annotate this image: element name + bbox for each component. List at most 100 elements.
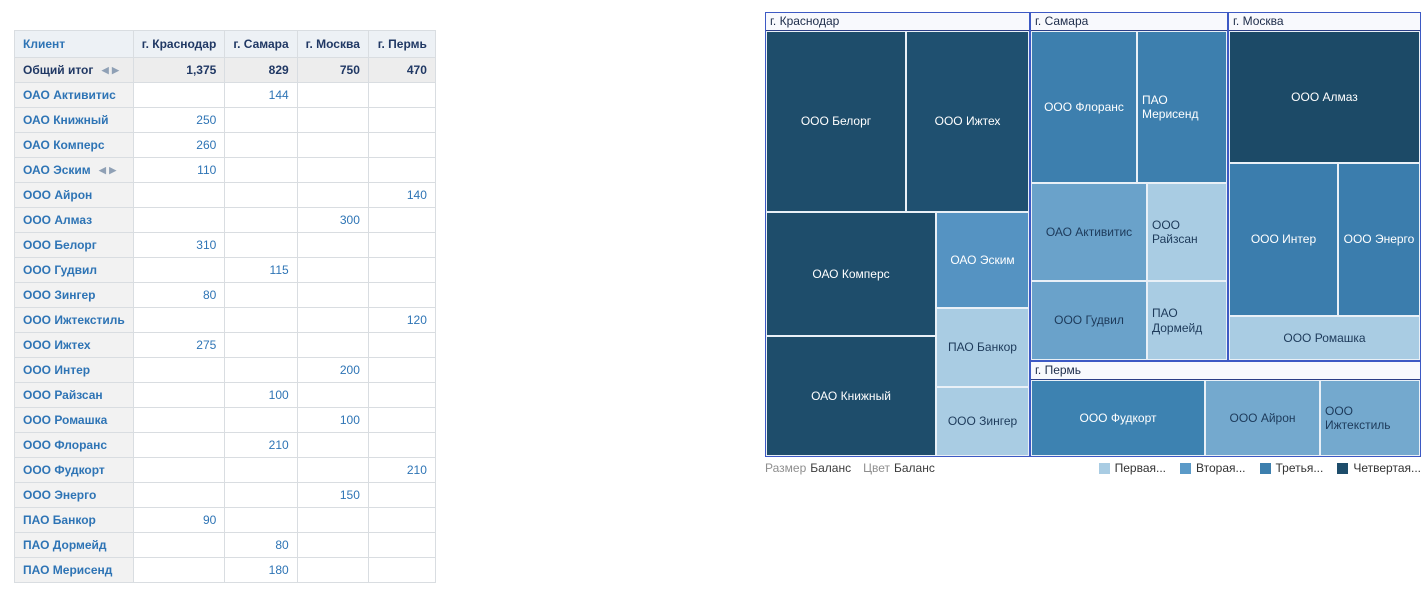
client-name-cell[interactable]: ПАО Банкор ◀ ▶ (14, 507, 134, 533)
value-cell[interactable] (367, 482, 436, 508)
treemap-tile[interactable]: ООО Ромашка (1229, 316, 1420, 360)
value-cell[interactable]: 260 (132, 132, 226, 158)
value-cell[interactable]: 80 (224, 532, 298, 558)
client-name-cell[interactable]: ОАО Эским ◀ ▶ (14, 157, 134, 183)
client-name-cell[interactable]: ОАО Комперс ◀ ▶ (14, 132, 134, 158)
treemap-tile[interactable]: ООО Белорг (766, 31, 906, 212)
treemap-tile[interactable]: ООО Интер (1229, 163, 1338, 316)
value-cell[interactable]: 120 (367, 307, 436, 333)
value-cell[interactable] (367, 107, 436, 133)
value-cell[interactable] (296, 432, 369, 458)
value-cell[interactable] (367, 332, 436, 358)
client-name-cell[interactable]: ООО Флоранс ◀ ▶ (14, 432, 134, 458)
value-cell[interactable] (132, 257, 226, 283)
value-cell[interactable] (224, 207, 298, 233)
column-header-moskva[interactable]: г. Москва (296, 30, 369, 58)
total-value[interactable]: 829 (224, 57, 298, 83)
treemap-tile[interactable]: ООО Ижтекстиль (1320, 380, 1420, 456)
treemap-tile[interactable]: ООО Ижтех (906, 31, 1029, 212)
value-cell[interactable] (367, 82, 436, 108)
treemap-tile[interactable]: ООО Айрон (1205, 380, 1320, 456)
value-cell[interactable] (132, 307, 226, 333)
client-name-cell[interactable]: ООО Ижтекстиль ◀ ▶ (14, 307, 134, 333)
value-cell[interactable] (367, 357, 436, 383)
page-next-icon[interactable]: ▶ (109, 165, 117, 175)
value-cell[interactable] (132, 207, 226, 233)
client-name-cell[interactable]: ОАО Активитис ◀ ▶ (14, 82, 134, 108)
treemap-tile[interactable]: ПАО Мерисенд (1137, 31, 1227, 183)
value-cell[interactable] (224, 357, 298, 383)
region-title[interactable]: г. Москва (1229, 13, 1420, 31)
value-cell[interactable] (224, 132, 298, 158)
value-cell[interactable]: 300 (296, 207, 369, 233)
column-header-krasnodar[interactable]: г. Краснодар (132, 30, 226, 58)
value-cell[interactable] (296, 282, 369, 308)
column-header-perm[interactable]: г. Пермь (367, 30, 436, 58)
value-cell[interactable]: 250 (132, 107, 226, 133)
treemap-tile[interactable]: ООО Флоранс (1031, 31, 1137, 183)
value-cell[interactable]: 144 (224, 82, 298, 108)
treemap-tile[interactable]: ООО Фудкорт (1031, 380, 1205, 456)
value-cell[interactable] (132, 532, 226, 558)
treemap-tile[interactable]: ООО Гудвил (1031, 281, 1147, 360)
value-cell[interactable] (296, 557, 369, 583)
value-cell[interactable] (296, 82, 369, 108)
value-cell[interactable]: 100 (296, 407, 369, 433)
value-cell[interactable] (224, 107, 298, 133)
value-cell[interactable] (132, 557, 226, 583)
value-cell[interactable] (296, 532, 369, 558)
value-cell[interactable] (224, 507, 298, 533)
treemap-tile[interactable]: ООО Энерго (1338, 163, 1420, 316)
treemap-tile[interactable]: ОАО Комперс (766, 212, 936, 336)
page-prev-icon[interactable]: ◀ (101, 65, 109, 75)
value-cell[interactable] (224, 482, 298, 508)
value-cell[interactable] (296, 307, 369, 333)
value-cell[interactable] (296, 382, 369, 408)
value-cell[interactable]: 110 (132, 157, 226, 183)
value-cell[interactable] (367, 232, 436, 258)
treemap-tile[interactable]: ОАО Книжный (766, 336, 936, 456)
column-header-client[interactable]: Клиент (14, 30, 134, 58)
value-cell[interactable] (296, 132, 369, 158)
total-value[interactable]: 750 (296, 57, 369, 83)
treemap-tile[interactable]: ОАО Эским (936, 212, 1029, 308)
value-cell[interactable] (296, 157, 369, 183)
value-cell[interactable] (132, 407, 226, 433)
value-cell[interactable] (367, 207, 436, 233)
total-value[interactable]: 470 (367, 57, 436, 83)
value-cell[interactable] (132, 482, 226, 508)
total-value[interactable]: 1,375 (132, 57, 226, 83)
region-title[interactable]: г. Пермь (1031, 362, 1420, 380)
value-cell[interactable] (367, 507, 436, 533)
value-cell[interactable]: 115 (224, 257, 298, 283)
client-name-cell[interactable]: ООО Гудвил ◀ ▶ (14, 257, 134, 283)
value-cell[interactable] (296, 182, 369, 208)
value-cell[interactable] (367, 532, 436, 558)
client-name-cell[interactable]: ПАО Дормейд ◀ ▶ (14, 532, 134, 558)
value-cell[interactable] (224, 332, 298, 358)
value-cell[interactable] (224, 182, 298, 208)
value-cell[interactable]: 275 (132, 332, 226, 358)
value-cell[interactable] (224, 407, 298, 433)
value-cell[interactable] (132, 182, 226, 208)
client-name-cell[interactable]: ООО Фудкорт ◀ ▶ (14, 457, 134, 483)
value-cell[interactable]: 210 (224, 432, 298, 458)
value-cell[interactable] (132, 432, 226, 458)
value-cell[interactable] (296, 107, 369, 133)
treemap-tile[interactable]: ОАО Активитис (1031, 183, 1147, 281)
value-cell[interactable] (367, 432, 436, 458)
treemap-tile[interactable]: ООО Райзсан (1147, 183, 1227, 281)
value-cell[interactable] (367, 407, 436, 433)
page-prev-icon[interactable]: ◀ (99, 165, 106, 175)
value-cell[interactable] (132, 457, 226, 483)
client-name-cell[interactable]: ПАО Мерисенд ◀ ▶ (14, 557, 134, 583)
client-name-cell[interactable]: ООО Айрон ◀ ▶ (14, 182, 134, 208)
value-cell[interactable]: 80 (132, 282, 226, 308)
value-cell[interactable] (367, 132, 436, 158)
client-name-cell[interactable]: ООО Ижтех ◀ ▶ (14, 332, 134, 358)
value-cell[interactable] (367, 282, 436, 308)
value-cell[interactable]: 100 (224, 382, 298, 408)
value-cell[interactable]: 200 (296, 357, 369, 383)
value-cell[interactable]: 150 (296, 482, 369, 508)
value-cell[interactable]: 310 (132, 232, 226, 258)
